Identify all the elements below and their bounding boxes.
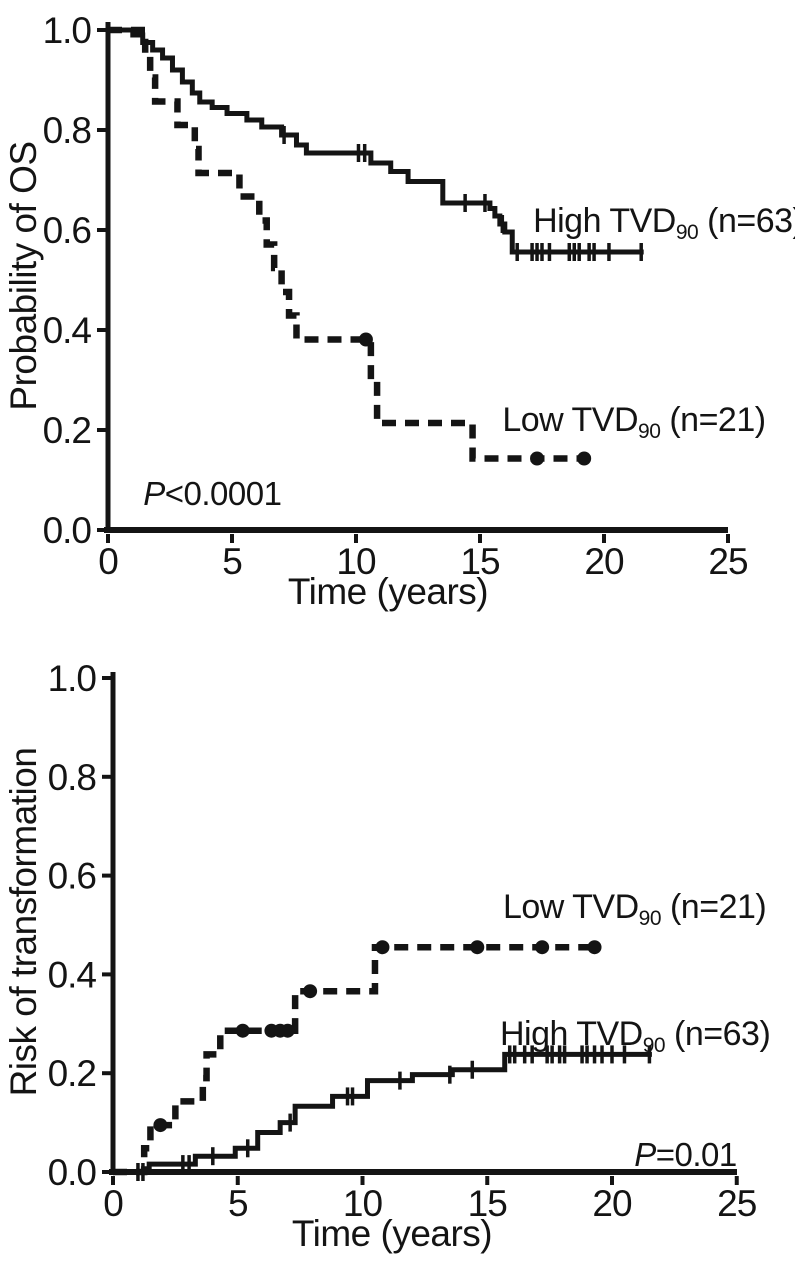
series-low-label: Low TVD90 (n=21): [502, 401, 765, 443]
p-value-label: P=0.01: [634, 1136, 737, 1173]
y-tick-label: 1.0: [43, 10, 92, 51]
y-axis-title: Probability of OS: [3, 141, 44, 410]
x-tick-label: 15: [468, 1183, 508, 1224]
y-tick-label: 0.0: [43, 510, 92, 551]
event-dot: [470, 940, 485, 955]
x-tick-label: 25: [708, 541, 748, 582]
x-tick-label: 25: [717, 1183, 757, 1224]
x-tick-label: 5: [228, 1183, 248, 1224]
p-value-label: P<0.0001: [143, 475, 281, 512]
x-axis-title: Time (years): [288, 571, 488, 612]
y-tick-label: 0.0: [48, 1152, 97, 1193]
y-tick-label: 0.8: [48, 757, 96, 798]
y-tick-label: 1.0: [48, 658, 97, 699]
x-tick-label: 0: [98, 541, 118, 582]
y-tick-label: 0.4: [43, 310, 92, 351]
x-tick-label: 20: [584, 541, 624, 582]
series-high-curve: [108, 27, 644, 255]
event-dot: [375, 940, 390, 955]
y-tick-label: 0.6: [48, 856, 96, 897]
series-high-curve: [113, 1051, 652, 1175]
series-low-label: Low TVD90 (n=21): [503, 888, 766, 930]
series-low-curve: [113, 943, 600, 1176]
series-high-label: High TVD90 (n=63): [533, 202, 795, 244]
x-tick-label: 10: [343, 1183, 383, 1224]
event-dot: [235, 1023, 250, 1038]
y-tick-label: 0.4: [48, 954, 97, 995]
event-dot: [530, 451, 545, 466]
series-low-curve: [108, 26, 595, 462]
overall-survival-chart: 0.0 0.2 0.4 0.6 0.8 1.0 0 5 10 15 20 25 Time (years)…: [3, 10, 795, 612]
series-high-label: High TVD90 (n=63): [500, 1015, 770, 1057]
y-tick-label: 0.2: [48, 1053, 96, 1094]
event-dot: [358, 332, 373, 347]
risk-of-transformation-chart: 0.0 0.2 0.4 0.6 0.8 1.0 0 5 10 15 20 25 Time (years)…: [3, 658, 771, 1254]
x-tick-label: 15: [460, 541, 500, 582]
y-tick-label: 0.2: [43, 410, 91, 451]
x-axis-title: Time (years): [292, 1213, 492, 1254]
event-dot: [280, 1023, 295, 1038]
y-tick-label: 0.6: [43, 210, 91, 251]
y-axis-title: Risk of transformation: [3, 748, 44, 1097]
x-tick-label: 20: [592, 1183, 632, 1224]
y-tick-label: 0.8: [43, 110, 91, 151]
event-dot: [303, 984, 318, 999]
event-dot: [577, 451, 592, 466]
x-tick-label: 5: [222, 541, 242, 582]
x-tick-label: 10: [336, 541, 376, 582]
event-dot: [535, 940, 550, 955]
event-dot: [153, 1118, 168, 1133]
event-dot: [587, 940, 602, 955]
x-tick-label: 0: [103, 1183, 123, 1224]
